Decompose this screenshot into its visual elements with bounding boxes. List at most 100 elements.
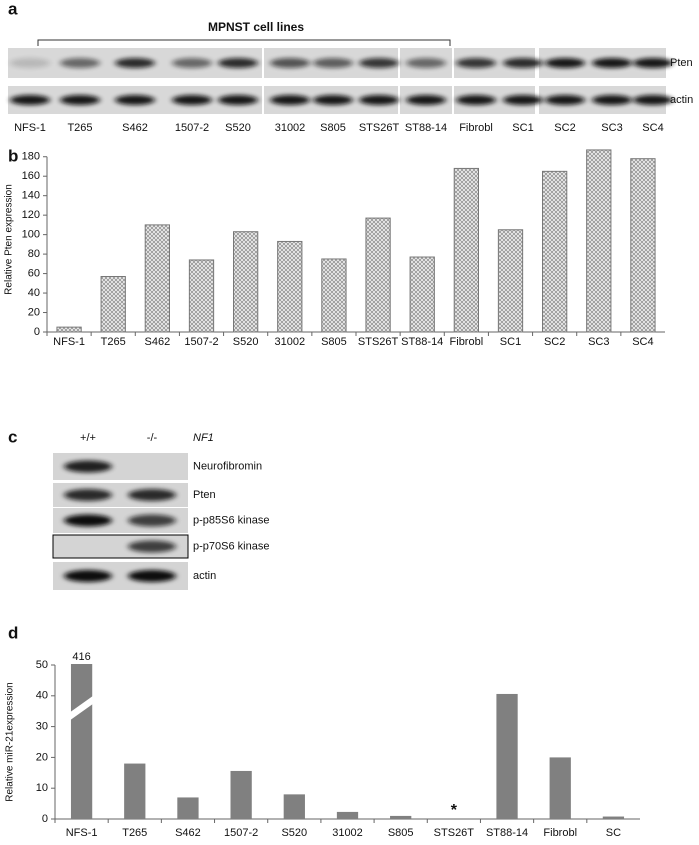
x-tick-label: 1507-2 xyxy=(224,827,258,839)
bar xyxy=(283,794,305,819)
bar xyxy=(586,149,612,333)
blot-band xyxy=(406,58,446,68)
y-tick-label: 140 xyxy=(22,190,40,202)
bar xyxy=(497,229,524,333)
lane-label: ST88-14 xyxy=(405,122,447,134)
y-tick-label: 160 xyxy=(22,170,40,182)
x-tick-label: S462 xyxy=(175,827,201,839)
y-tick-label: 60 xyxy=(28,267,40,279)
y-tick-label: 10 xyxy=(36,782,48,794)
blot-band xyxy=(115,58,155,68)
y-tick-label: 80 xyxy=(28,248,40,260)
blot-band xyxy=(10,95,50,105)
bars xyxy=(56,149,656,333)
panel-label: b xyxy=(8,146,18,165)
bar xyxy=(336,811,359,819)
blot-band xyxy=(456,95,496,105)
x-tick-label: STS26T xyxy=(434,827,475,839)
x-tick-label: S805 xyxy=(321,336,347,348)
lane-label: Fibrobl xyxy=(459,122,493,134)
axis-break xyxy=(68,695,95,721)
blot-band xyxy=(406,95,446,105)
y-tick-label: 100 xyxy=(22,229,40,241)
blot-band xyxy=(115,95,155,105)
bar xyxy=(602,816,625,819)
row-label: Neurofibromin xyxy=(193,460,262,472)
blot-band xyxy=(545,58,585,68)
blot-band xyxy=(64,460,112,473)
bar xyxy=(177,797,199,819)
bars xyxy=(70,664,625,820)
blot-band xyxy=(270,95,310,105)
x-tick-label: S462 xyxy=(145,336,171,348)
blot-band xyxy=(359,58,399,68)
lane-label: STS26T xyxy=(359,122,400,134)
blot-band xyxy=(359,95,399,105)
blot-band xyxy=(128,489,176,501)
blot-band xyxy=(592,58,632,68)
column-label: -/- xyxy=(147,432,158,444)
x-tick-label: Fibrobl xyxy=(543,827,577,839)
x-tick-label: T265 xyxy=(122,827,147,839)
x-tick-label: 1507-2 xyxy=(184,336,218,348)
bar xyxy=(630,158,656,333)
lane-label: 1507-2 xyxy=(175,122,209,134)
bar xyxy=(365,217,391,333)
blot-title: MPNST cell lines xyxy=(208,20,304,34)
y-axis-label: Relative miR-21expression xyxy=(5,682,16,802)
row-label: actin xyxy=(670,94,693,106)
row-label: p-p85S6 kinase xyxy=(193,514,269,526)
y-tick-label: 40 xyxy=(28,287,40,299)
lane-label: T265 xyxy=(67,122,92,134)
x-tick-label: SC xyxy=(606,827,621,839)
blot-band xyxy=(64,514,112,527)
blot-band xyxy=(633,58,673,68)
bar xyxy=(188,259,215,333)
bracket xyxy=(37,39,451,46)
y-axis-label: Relative Pten expression xyxy=(4,184,15,295)
bar xyxy=(124,763,146,819)
lane-label: SC2 xyxy=(554,122,575,134)
y-tick-label: 30 xyxy=(36,721,48,733)
bar xyxy=(233,231,259,333)
bar xyxy=(277,240,303,333)
blot-band xyxy=(128,570,176,582)
panel-label: d xyxy=(8,623,18,642)
x-tick-label: S520 xyxy=(281,827,307,839)
annotation: * xyxy=(451,802,458,819)
blot-band xyxy=(270,58,310,68)
row-label: p-p70S6 kinase xyxy=(193,540,269,552)
blot-band xyxy=(633,95,673,105)
y-tick-label: 120 xyxy=(22,209,40,221)
y-tick-label: 0 xyxy=(34,326,40,338)
bar xyxy=(409,256,435,333)
blot-band xyxy=(64,570,112,582)
y-tick-label: 0 xyxy=(42,813,48,825)
blot-band xyxy=(218,58,258,68)
bar xyxy=(56,326,82,333)
blot-band xyxy=(545,95,585,105)
y-tick-label: 50 xyxy=(36,659,48,671)
lane-label: S520 xyxy=(225,122,251,134)
blot-band xyxy=(60,95,100,105)
bar xyxy=(230,770,252,819)
bar xyxy=(549,757,571,819)
x-tick-label: T265 xyxy=(101,336,126,348)
lane-label: SC3 xyxy=(601,122,622,134)
blot-band xyxy=(503,58,543,68)
y-tick-label: 40 xyxy=(36,690,48,702)
blot-band xyxy=(64,489,112,501)
gene-label: NF1 xyxy=(193,432,214,444)
lane-label: S462 xyxy=(122,122,148,134)
x-tick-label: SC2 xyxy=(544,336,565,348)
bar xyxy=(453,167,479,333)
x-tick-label: 31002 xyxy=(274,336,305,348)
blot-band xyxy=(172,95,212,105)
bar xyxy=(542,170,568,333)
blot-band xyxy=(60,58,100,68)
x-tick-label: NFS-1 xyxy=(66,827,98,839)
row-label: Pten xyxy=(670,57,693,69)
lane-label: S805 xyxy=(320,122,346,134)
blot-band xyxy=(218,95,258,105)
